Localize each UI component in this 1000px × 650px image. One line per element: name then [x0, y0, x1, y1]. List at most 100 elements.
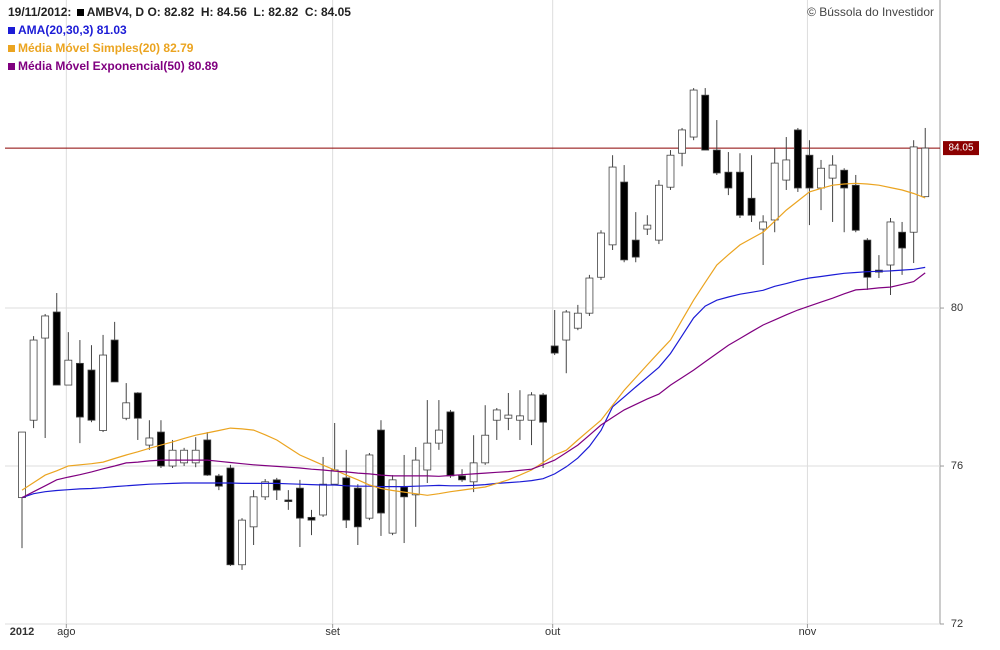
candle-body: [863, 239, 872, 278]
candle-body: [655, 184, 663, 241]
candle-body: [353, 487, 362, 528]
legend-item: AMA(20,30,3) 81.03: [8, 21, 351, 39]
candle-body: [585, 277, 594, 314]
quote-row: 19/11/2012: AMBV4, D O: 82.82 H: 84.56 L…: [8, 3, 351, 21]
candle-body: [99, 354, 107, 431]
candle-body: [886, 221, 895, 266]
date: 19/11/2012:: [8, 5, 72, 19]
candle-body: [689, 89, 698, 138]
candle-body: [782, 159, 791, 181]
candle-body: [330, 469, 339, 485]
candle-body: [793, 129, 802, 189]
candle-body: [481, 434, 490, 464]
candle-body: [87, 369, 96, 421]
legend-swatch: [8, 44, 15, 52]
candle-body: [701, 94, 710, 151]
candle-body: [712, 149, 721, 174]
candle-body: [909, 146, 918, 233]
candle-body: [446, 411, 455, 477]
candle-body: [597, 232, 605, 278]
candle-body: [180, 449, 189, 464]
ohlc-value: 84.05: [320, 5, 351, 19]
candle-body: [226, 467, 235, 566]
candle-body: [492, 409, 501, 421]
legend-value: 82.79: [163, 41, 194, 55]
ohlc-value: 82.82: [164, 5, 195, 19]
last-price-box: [943, 141, 979, 156]
candle-body: [724, 171, 733, 189]
candle-body: [133, 392, 142, 419]
candle-body: [157, 431, 165, 467]
y-tick-label: 80: [951, 302, 963, 314]
x-tick-label: ago: [57, 626, 75, 638]
legend-label: AMA(20,30,3): [18, 23, 94, 37]
year-label: 2012: [10, 626, 34, 638]
candle-body: [122, 402, 131, 419]
candle-body: [296, 487, 304, 519]
legend-value: 80.89: [188, 59, 219, 73]
candle-body: [458, 475, 466, 481]
candle-body: [168, 449, 177, 467]
y-tick-label: 72: [951, 618, 963, 630]
candle-body: [272, 479, 281, 491]
candle-body: [504, 414, 513, 419]
candle-body: [249, 496, 258, 528]
candle-body: [52, 311, 61, 386]
ohlc-value: 84.56: [216, 5, 247, 19]
candle-body: [573, 312, 582, 329]
candle-body: [747, 197, 756, 216]
candle-body: [434, 429, 443, 444]
candle-body: [770, 162, 779, 221]
ohlc-label: C:: [304, 5, 318, 19]
series-line: [21, 272, 926, 499]
y-tick-label: 76: [951, 460, 963, 472]
legend-swatch: [8, 26, 15, 34]
candle-body: [840, 169, 849, 189]
candle-body: [851, 184, 860, 231]
candle-body: [817, 167, 825, 189]
candle-body: [261, 481, 270, 498]
candle-body: [539, 394, 547, 423]
candle-body: [284, 499, 293, 502]
candle-body: [527, 394, 536, 421]
candle-body: [307, 516, 316, 521]
legend-label: Média Móvel Exponencial(50): [18, 59, 185, 73]
candle-body: [805, 154, 814, 189]
candle-body: [631, 239, 640, 258]
candle-body: [562, 311, 571, 341]
candle-body: [76, 362, 84, 418]
candle-body: [342, 477, 351, 521]
candle-body: [620, 181, 629, 261]
candle-body: [608, 166, 617, 246]
candle-body: [64, 359, 73, 386]
candle-body: [377, 429, 385, 514]
candle-body: [191, 449, 200, 464]
candle-body: [643, 224, 652, 230]
candle-body: [469, 462, 478, 483]
legend-label: Média Móvel Simples(20): [18, 41, 161, 55]
candle-body: [388, 479, 397, 534]
candle-body: [18, 431, 26, 499]
ohlc-label: O:: [147, 5, 161, 19]
candle-body: [423, 442, 432, 471]
x-tick-label: nov: [799, 626, 817, 638]
candle-body: [666, 154, 675, 188]
header: 19/11/2012: AMBV4, D O: 82.82 H: 84.56 L…: [8, 3, 351, 75]
candle-body: [29, 339, 38, 421]
candle-body: [898, 231, 906, 249]
candle-body: [736, 171, 744, 216]
candle-body: [145, 437, 154, 446]
ohlc-value: 82.82: [268, 5, 299, 19]
candle-body: [921, 147, 930, 198]
symbol: AMBV4, D: [86, 5, 145, 19]
candle-body: [759, 221, 768, 230]
candle-body: [41, 315, 50, 339]
ohlc-label: L:: [253, 5, 265, 19]
symbol-icon: [76, 8, 84, 16]
candle-body: [319, 483, 327, 516]
candle-body: [678, 129, 686, 154]
credit: © Bússola do Investidor: [807, 5, 934, 19]
candle-body: [238, 519, 246, 566]
